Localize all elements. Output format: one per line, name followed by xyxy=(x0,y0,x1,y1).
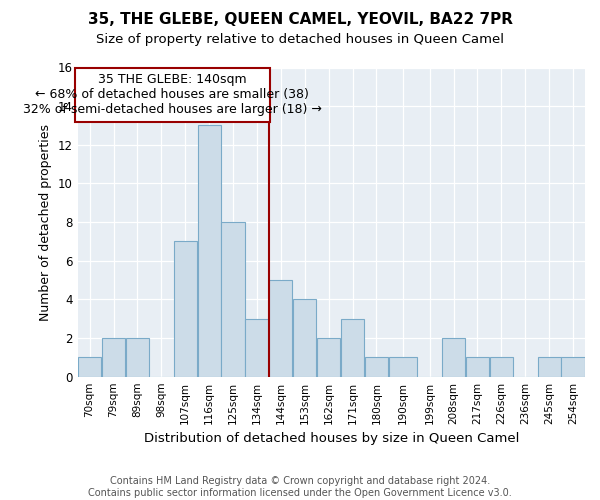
Bar xyxy=(389,358,417,376)
Bar xyxy=(269,280,292,376)
Bar xyxy=(173,242,197,376)
Bar xyxy=(490,358,513,376)
Bar xyxy=(317,338,340,376)
Bar xyxy=(197,126,221,376)
Bar xyxy=(75,68,269,122)
Bar xyxy=(442,338,465,376)
Bar xyxy=(126,338,149,376)
Bar xyxy=(341,318,364,376)
X-axis label: Distribution of detached houses by size in Queen Camel: Distribution of detached houses by size … xyxy=(143,432,519,445)
Text: Contains HM Land Registry data © Crown copyright and database right 2024.
Contai: Contains HM Land Registry data © Crown c… xyxy=(88,476,512,498)
Text: 35, THE GLEBE, QUEEN CAMEL, YEOVIL, BA22 7PR: 35, THE GLEBE, QUEEN CAMEL, YEOVIL, BA22… xyxy=(88,12,512,28)
Y-axis label: Number of detached properties: Number of detached properties xyxy=(39,124,52,320)
Text: Size of property relative to detached houses in Queen Camel: Size of property relative to detached ho… xyxy=(96,32,504,46)
Bar xyxy=(365,358,388,376)
Bar xyxy=(221,222,245,376)
Bar xyxy=(538,358,561,376)
Bar xyxy=(293,300,316,376)
Bar xyxy=(102,338,125,376)
Bar xyxy=(562,358,584,376)
Bar xyxy=(466,358,489,376)
Bar xyxy=(245,318,269,376)
Text: 35 THE GLEBE: 140sqm
← 68% of detached houses are smaller (38)
32% of semi-detac: 35 THE GLEBE: 140sqm ← 68% of detached h… xyxy=(23,73,322,116)
Bar xyxy=(78,358,101,376)
